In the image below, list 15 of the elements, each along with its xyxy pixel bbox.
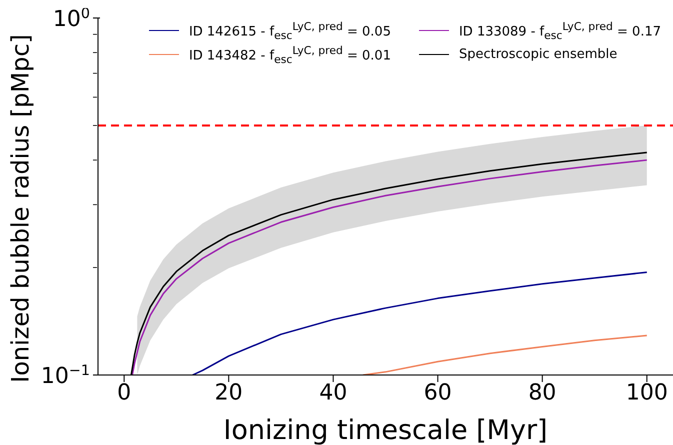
- x-axis-title: Ionizing timescale [Myr]: [223, 415, 548, 445]
- x-tick-label: 100: [626, 380, 668, 406]
- x-tick-label: 0: [117, 380, 132, 406]
- legend-label: ID 133089 - f$_{esc}$$^{LyC, pred}$ = 0.17: [458, 20, 661, 42]
- x-tick-label: 40: [319, 380, 348, 406]
- y-axis-title: Ionized bubble radius [pMpc]: [6, 34, 35, 383]
- line-series: [192, 272, 648, 375]
- line-series: [362, 334, 648, 375]
- x-tick-label: 80: [528, 380, 556, 406]
- legend-label: ID 143482 - f$_{esc}$$^{LyC, pred}$ = 0.01: [188, 44, 391, 66]
- y-tick-label: 10$^{−1}$: [40, 363, 90, 389]
- x-tick-label: 60: [424, 380, 452, 406]
- x-tick-label: 20: [214, 380, 243, 406]
- legend-label: ID 142615 - f$_{esc}$$^{LyC, pred}$ = 0.05: [188, 20, 391, 42]
- legend-label: Spectroscopic ensemble: [458, 47, 618, 62]
